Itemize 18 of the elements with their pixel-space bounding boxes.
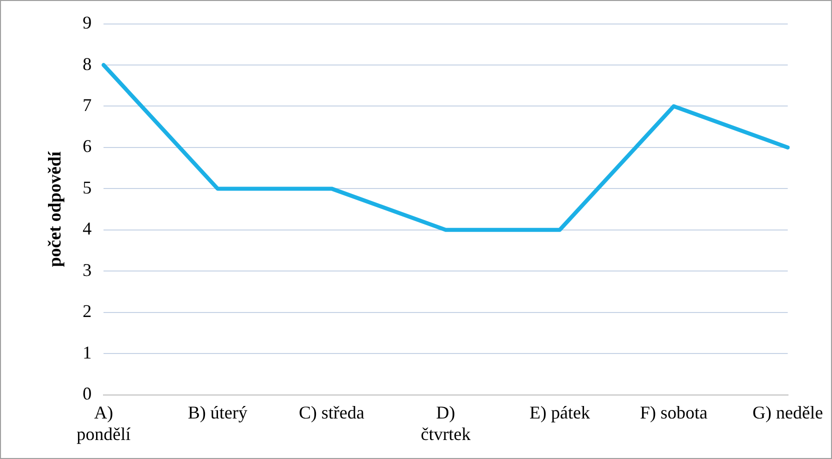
y-tick-label: 5	[82, 177, 92, 198]
x-tick-label: E) pátek	[529, 402, 590, 422]
x-tick-label: D) čtvrtek	[420, 402, 471, 444]
x-tick-label: F) sobota	[640, 402, 708, 422]
y-tick-label: 6	[82, 136, 92, 156]
y-axis-title: počet odpovědí	[44, 150, 64, 268]
y-tick-label: 4	[82, 218, 92, 239]
x-tick-label: G) neděle	[752, 402, 824, 422]
y-tick-label: 2	[82, 301, 92, 322]
x-tick-label: A) pondělí	[76, 402, 131, 444]
x-tick-label: B) úterý	[188, 402, 248, 422]
y-tick-label: 8	[82, 54, 92, 74]
y-tick-label: 1	[82, 342, 92, 362]
y-tick-label: 7	[82, 94, 92, 115]
y-tick-label: 9	[82, 12, 92, 33]
y-tick-label: 0	[82, 384, 92, 404]
y-tick-label: 3	[82, 260, 92, 280]
x-tick-label: C) středa	[298, 402, 364, 422]
